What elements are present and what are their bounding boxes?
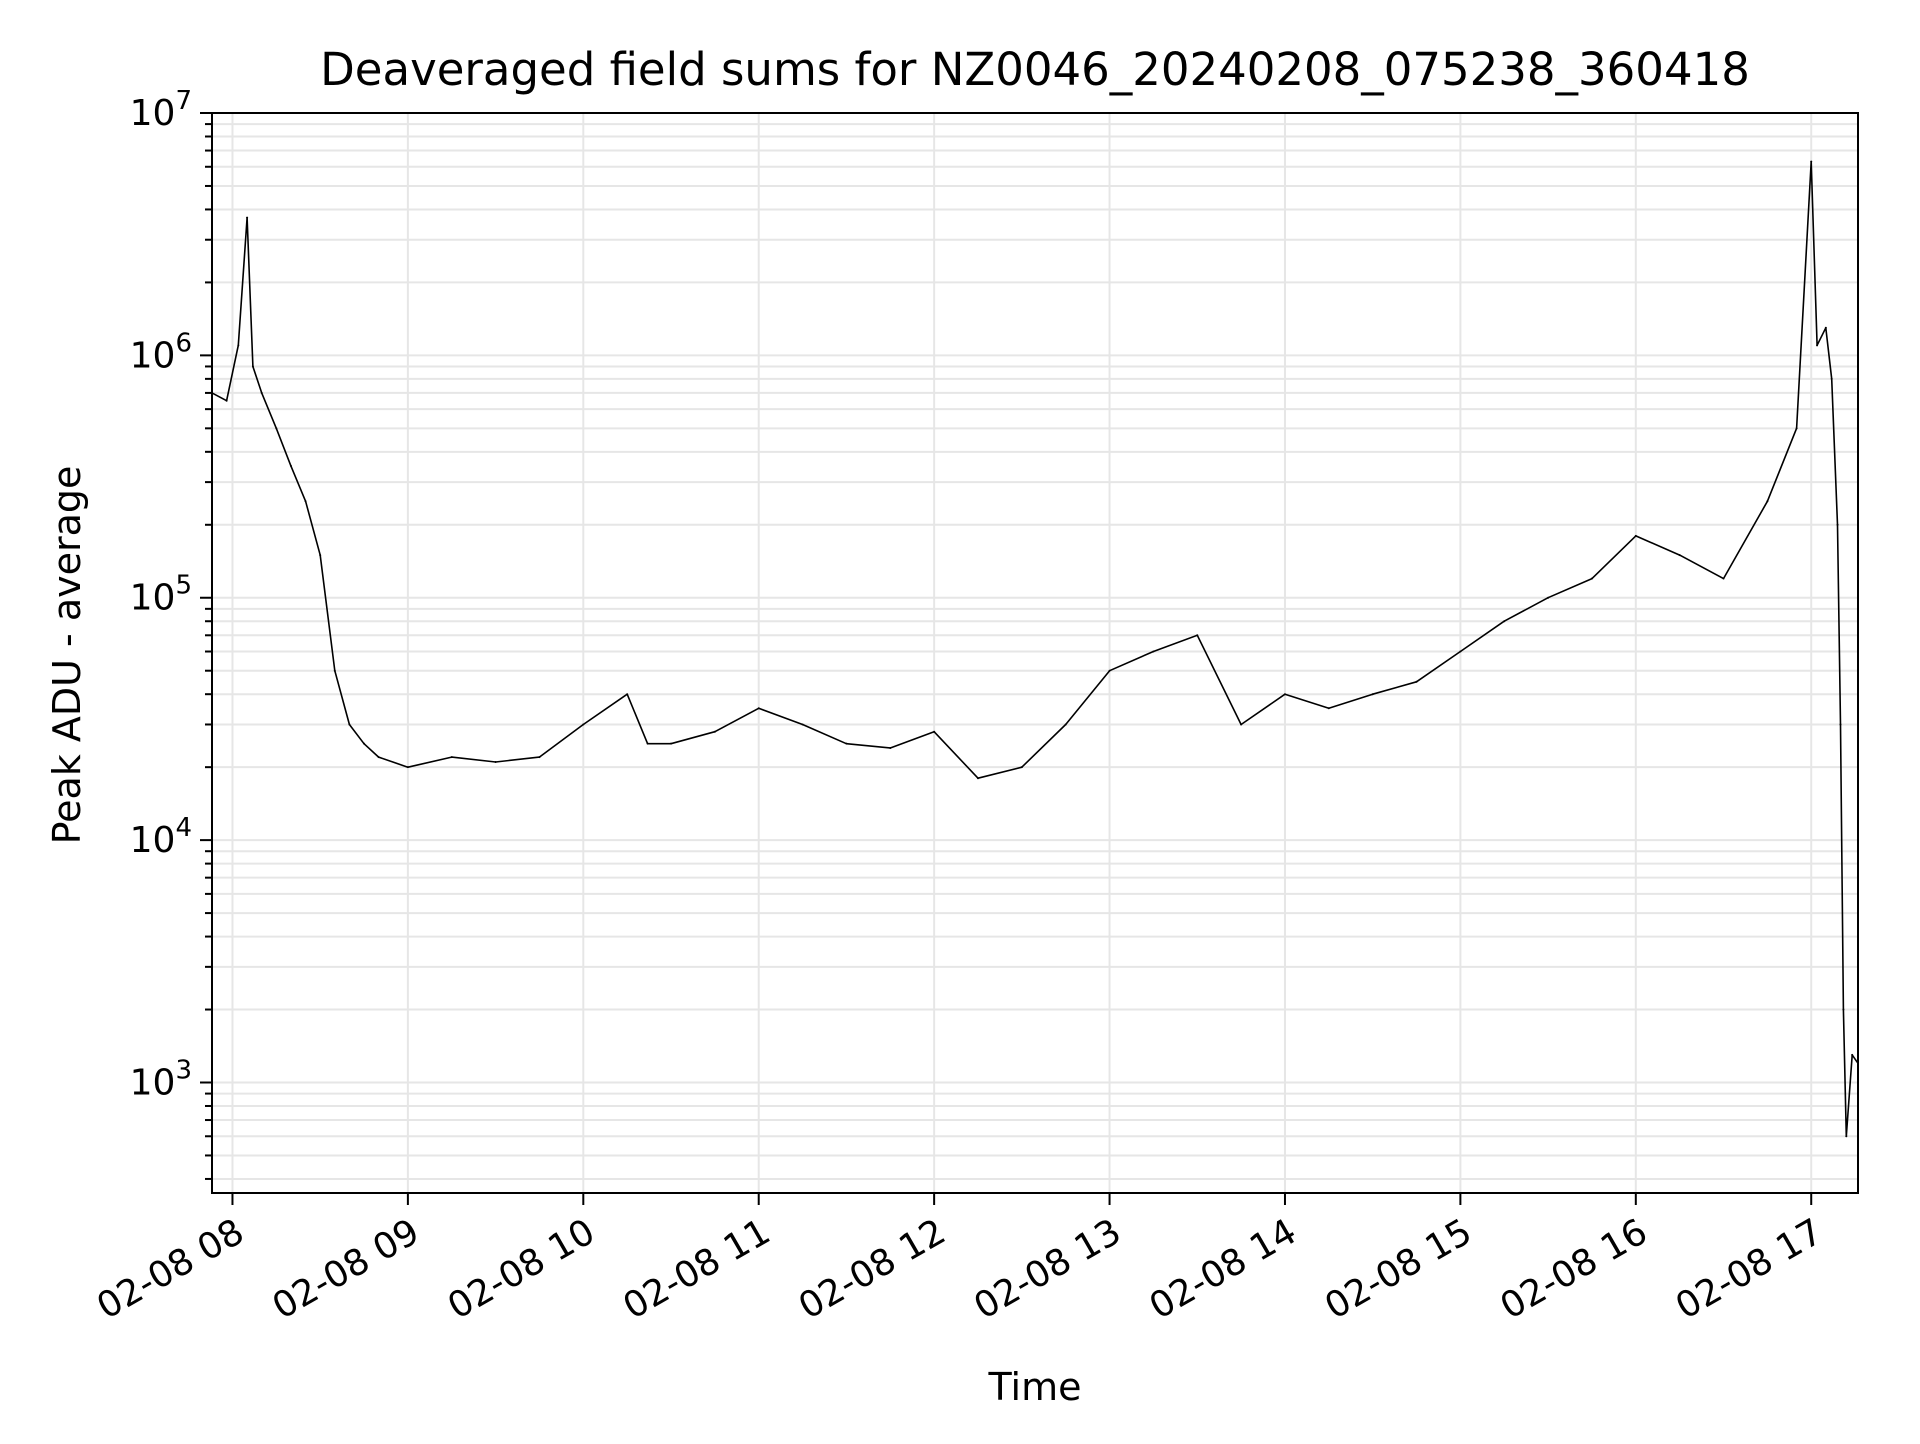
y-tick-label: 106 [130,328,192,376]
data-point [275,427,278,430]
data-point [713,730,716,733]
data-point [670,742,673,745]
data-point [1851,1053,1854,1056]
data-point [1678,554,1681,557]
data-point [1766,500,1769,503]
data-point [1845,1135,1848,1138]
data-point [251,365,254,368]
data-point [1415,680,1418,683]
data-point [1547,596,1550,599]
data-point [1283,693,1286,696]
y-tick-label: 104 [130,813,192,861]
data-point [1064,723,1067,726]
data-point [1327,707,1330,710]
data-point [246,216,249,219]
data-point [377,756,380,759]
series-line [211,160,1859,1138]
data-point [1152,650,1155,653]
data-point [845,742,848,745]
x-axis-title: Time [988,1365,1082,1409]
data-point [1795,427,1798,430]
y-tick-label: 107 [130,86,192,134]
data-point [1842,1008,1845,1011]
data-point [1020,766,1023,769]
data-point [260,391,263,394]
data-point [933,730,936,733]
data-point [363,742,366,745]
data-point [319,554,322,557]
y-tick-label: 105 [130,571,192,619]
data-point [1722,577,1725,580]
plot-frame [211,112,1859,1194]
data-point [1590,577,1593,580]
data-point [1371,693,1374,696]
data-point [1839,723,1842,726]
y-tick-label: 103 [130,1055,192,1103]
data-point [333,669,336,672]
data-point [1459,650,1462,653]
data-point [494,761,497,764]
data-point [450,756,453,759]
data-point [1634,534,1637,537]
data-point [646,742,649,745]
data-point [225,399,228,402]
data-point [1810,160,1813,163]
data-point [889,746,892,749]
data-point [1824,326,1827,329]
series [211,160,1859,1138]
data-point [348,723,351,726]
data-point [289,464,292,467]
data-point [1196,634,1199,637]
data-point [406,766,409,769]
data-point [801,723,804,726]
grid [212,112,1858,1193]
data-point [626,693,629,696]
data-point [1240,723,1243,726]
data-point [582,723,585,726]
data-point [976,777,979,780]
data-point [538,756,541,759]
data-point [757,707,760,710]
data-point [1108,669,1111,672]
data-point [304,500,307,503]
y-axis-title: Peak ADU - average [45,466,89,845]
data-point [1836,523,1839,526]
chart-title: Deaveraged field sums for NZ0046_2024020… [320,43,1750,96]
data-point [1503,620,1506,623]
data-point [1816,344,1819,347]
data-point [237,344,240,347]
data-point [1830,377,1833,380]
